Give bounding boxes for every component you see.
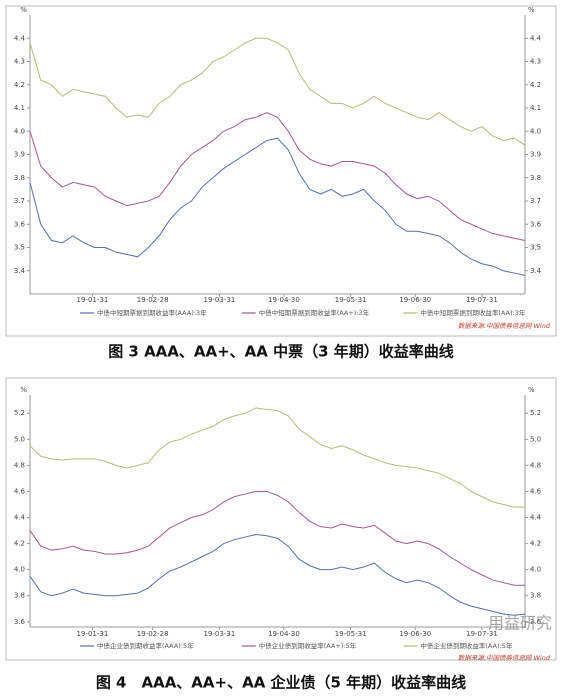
source: 数据来源:中国债券信息网 Wind [458,654,551,662]
x-tick-label: 19-02-28 [137,296,169,304]
legend-label: 中债企业债到期收益率(AA):5年 [420,641,512,650]
y-tick-label: 3.5 [530,244,541,252]
y-tick-label: 3.7 [14,197,25,205]
series-line [29,533,526,616]
y-tick-label: 3.8 [14,174,25,182]
chart-frame [5,5,557,337]
legend-label: 中债中短期票据到期收益率(AA+):3年 [259,308,370,317]
y-tick-label: 3.8 [530,174,541,182]
x-tick-label: 19-07-31 [466,296,498,304]
x-tick-label: 19-01-31 [77,630,109,638]
y-tick-label: 3.5 [14,244,25,252]
x-tick-label: 19-06-30 [399,630,431,638]
y-unit: % [20,386,27,394]
y-tick-label: 4.0 [14,127,25,135]
legend-label: 中债中短期票据到期收益率(AAA):3年 [97,308,207,317]
chart-frame [5,377,557,661]
y-tick-label: 4.1 [14,104,25,112]
y-tick-label: 4.3 [530,58,541,66]
x-tick-label: 19-04-30 [268,296,300,304]
y-tick-label: 4.6 [530,487,542,495]
y-tick-label: 4.2 [530,81,541,89]
y-tick-label: 4.6 [14,487,26,495]
y-tick-label: 4.4 [14,514,26,522]
x-tick-label: 19-04-30 [268,630,300,638]
y-tick-label: 5.0 [530,435,541,443]
y-tick-label: 3.8 [14,592,25,600]
x-tick-label: 19-06-30 [399,296,431,304]
legend-label: 中债企业债到期收益率(AAA):5年 [97,641,194,650]
series-line [29,407,525,508]
y-tick-label: 4.8 [530,461,541,469]
series-line [29,37,526,146]
y-tick-label: 3.9 [530,151,541,159]
y-tick-label: 5.2 [14,409,25,417]
series-line [29,137,526,276]
caption: 图 3 AAA、AA+、AA 中票（3 年期）收益率曲线 [108,343,454,361]
y-tick-label: 3.6 [530,220,542,228]
watermark: 用益研究 [488,614,552,633]
x-tick-label: 19-01-31 [77,296,109,304]
y-unit: % [528,386,535,394]
y-tick-label: 4.2 [14,81,25,89]
y-tick-label: 4.0 [530,566,541,574]
y-unit: % [20,6,27,14]
y-tick-label: 4.0 [14,566,25,574]
y-tick-label: 4.8 [14,461,25,469]
legend-label: 中债企业债到期收益率(AA+):5年 [259,641,357,650]
x-tick-label: 19-03-31 [204,296,236,304]
y-tick-label: 4.2 [14,540,25,548]
y-tick-label: 4.1 [530,104,541,112]
y-tick-label: 4.3 [14,58,25,66]
legend-label: 中债中短期票据到期收益率(AA):3年 [420,308,525,317]
y-unit: % [528,6,535,14]
y-tick-label: 4.4 [530,34,542,42]
y-tick-label: 4.0 [530,127,541,135]
y-tick-label: 3.8 [530,592,541,600]
x-tick-label: 19-07-31 [466,630,498,638]
y-tick-label: 3.6 [14,618,26,626]
x-tick-label: 19-05-31 [335,296,367,304]
source: 数据来源:中国债券信息网 Wind [458,322,551,330]
y-tick-label: 4.4 [14,34,26,42]
y-tick-label: 4.2 [530,540,541,548]
y-tick-label: 3.7 [530,197,541,205]
caption: 图 4 AAA、AA+、AA 企业债（5 年期）收益率曲线 [96,674,466,692]
series-line [29,490,525,586]
y-tick-label: 3.9 [14,151,25,159]
x-tick-label: 19-05-31 [335,630,367,638]
x-tick-label: 19-02-28 [137,630,169,638]
y-tick-label: 3.4 [14,267,26,275]
y-tick-label: 3.6 [530,618,542,626]
y-tick-label: 3.4 [530,267,542,275]
y-tick-label: 3.6 [14,220,26,228]
y-tick-label: 5.2 [530,409,541,417]
series-line [29,112,526,242]
x-tick-label: 19-03-31 [204,630,236,638]
y-tick-label: 4.4 [530,514,542,522]
y-tick-label: 5.0 [14,435,25,443]
